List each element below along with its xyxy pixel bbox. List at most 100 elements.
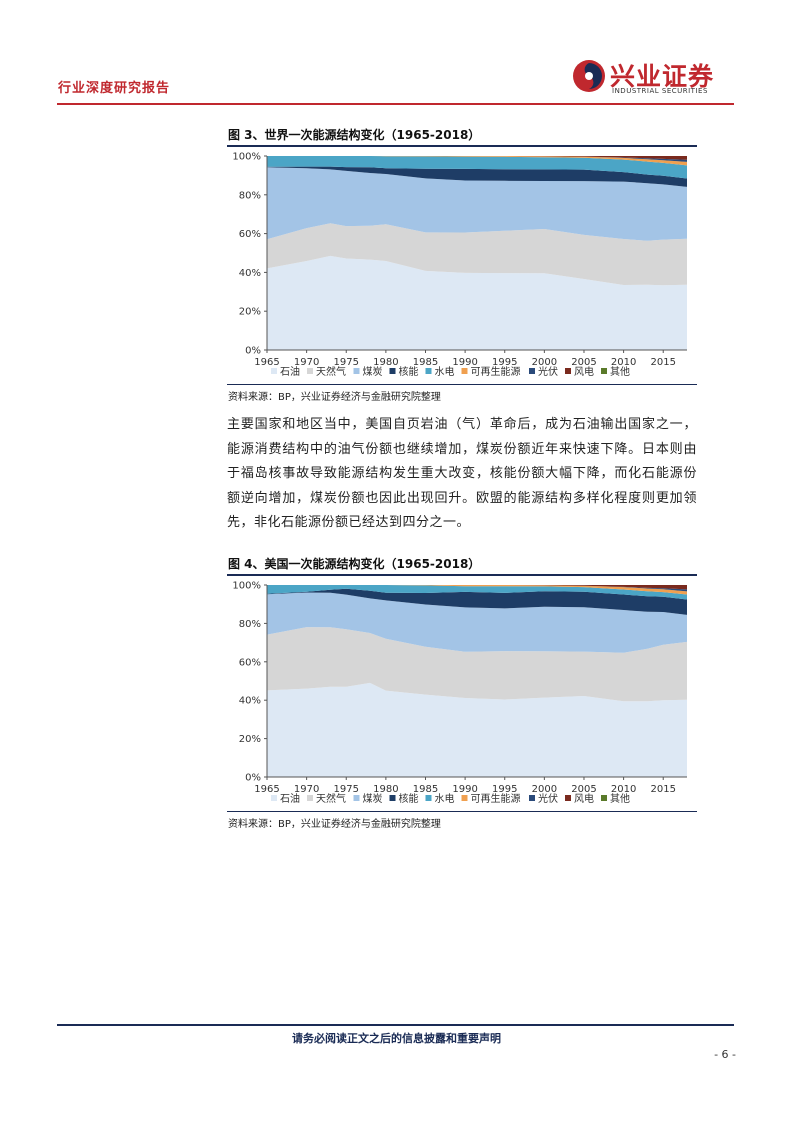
area-series-1 — [267, 223, 687, 286]
logo-emblem-icon — [573, 60, 605, 92]
legend-swatch — [389, 368, 396, 374]
figure-3-top-rule — [227, 145, 697, 147]
area-series-0 — [267, 255, 687, 350]
area-series-0 — [267, 682, 687, 777]
area-series-2 — [267, 167, 687, 241]
legend-swatch — [353, 368, 360, 374]
y-tick-label: 40% — [239, 696, 261, 707]
legend-swatch — [601, 795, 607, 801]
y-tick-label: 0% — [245, 773, 261, 784]
legend-swatch — [529, 368, 535, 374]
figure-3-chart: 0% 20% 40% 60% 80% 100% 1965 1970 1975 1980 1985 19… — [232, 152, 687, 378]
x-tick-label: 1980 — [373, 357, 398, 368]
figure-4-source: 资料来源：BP，兴业证券经济与金融研究院整理 — [228, 819, 441, 830]
legend-label: 其他 — [610, 792, 630, 805]
area-series-3 — [267, 588, 687, 615]
x-tick-label: 1990 — [452, 357, 477, 368]
y-tick-label: 0% — [245, 346, 261, 357]
x-tick-label: 1980 — [373, 784, 398, 795]
y-tick-label: 40% — [239, 268, 261, 279]
legend-swatch — [461, 795, 468, 801]
legend-swatch — [307, 368, 313, 374]
chart-legend: 石油 天然气 煤炭 核能 水电 可再生能源 光伏 风电 其他 — [271, 365, 630, 378]
legend-swatch — [307, 795, 313, 801]
x-tick-label: 2010 — [611, 784, 636, 795]
company-logo: 兴业证券 INDUSTRIAL SECURITIES — [570, 55, 740, 100]
x-tick-label: 1975 — [334, 784, 359, 795]
figure-3-bottom-rule — [227, 384, 697, 385]
legend-swatch — [565, 368, 571, 374]
legend-swatch — [565, 795, 571, 801]
body-paragraph: 主要国家和地区当中，美国自页岩油（气）革命后，成为石油输出国家之一，能源消费结构… — [227, 417, 697, 530]
x-tick-label: 1965 — [254, 784, 279, 795]
legend-label: 水电 — [435, 365, 455, 378]
area-series-2 — [267, 592, 687, 653]
x-tick-label: 1990 — [452, 784, 477, 795]
y-tick-label: 80% — [239, 190, 261, 201]
figure-3-title: 图 3、世界一次能源结构变化（1965-2018） — [228, 128, 481, 142]
x-tick-label: 1965 — [254, 357, 279, 368]
footer-disclaimer: 请务必阅读正文之后的信息披露和重要声明 — [292, 1032, 501, 1045]
legend-label: 其他 — [610, 365, 630, 378]
legend-label: 煤炭 — [363, 365, 383, 378]
legend-label: 石油 — [280, 792, 300, 805]
figure-4-chart: 0% 20% 40% 60% 80% 100% 1965 1970 1975 1980 1985 19… — [232, 581, 687, 805]
legend-label: 天然气 — [316, 365, 346, 378]
legend-label: 风电 — [574, 365, 594, 378]
area-series-4 — [267, 585, 687, 600]
chart-legend: 石油 天然气 煤炭 核能 水电 可再生能源 光伏 风电 其他 — [271, 792, 630, 805]
y-tick-label: 80% — [239, 619, 261, 630]
legend-label: 光伏 — [538, 792, 558, 805]
x-tick-label: 2005 — [571, 784, 596, 795]
legend-swatch — [271, 368, 277, 374]
x-tick-label: 1995 — [492, 784, 517, 795]
legend-label: 天然气 — [316, 792, 346, 805]
legend-label: 煤炭 — [363, 792, 383, 805]
x-tick-label: 2000 — [532, 357, 557, 368]
x-tick-label: 1985 — [413, 784, 438, 795]
area-series-4 — [267, 156, 687, 179]
legend-swatch — [271, 795, 277, 801]
legend-label: 可再生能源 — [471, 365, 521, 378]
y-tick-label: 60% — [239, 657, 261, 668]
logo-english-name: INDUSTRIAL SECURITIES — [612, 87, 708, 95]
logo-chinese-name: 兴业证券 — [610, 62, 715, 91]
x-tick-label: 2005 — [571, 357, 596, 368]
legend-label: 核能 — [399, 365, 419, 378]
area-layers — [267, 156, 687, 350]
figure-4-top-rule — [227, 574, 697, 576]
footer-divider — [57, 1024, 734, 1026]
report-section-label: 行业深度研究报告 — [58, 81, 171, 96]
legend-swatch — [389, 795, 396, 801]
area-series-1 — [267, 627, 687, 702]
legend-label: 风电 — [574, 792, 594, 805]
page-number: - 6 - — [714, 1048, 736, 1061]
area-layers — [267, 585, 687, 777]
legend-swatch — [425, 795, 432, 801]
legend-swatch — [601, 368, 607, 374]
legend-label: 光伏 — [538, 365, 558, 378]
legend-label: 石油 — [280, 365, 300, 378]
y-tick-label: 60% — [239, 229, 261, 240]
legend-swatch — [425, 368, 432, 374]
figure-3-source: 资料来源：BP，兴业证券经济与金融研究院整理 — [228, 392, 441, 403]
legend-swatch — [461, 368, 468, 374]
legend-swatch — [353, 795, 360, 801]
y-tick-label: 20% — [239, 307, 261, 318]
y-tick-label: 100% — [232, 152, 261, 163]
area-series-7 — [267, 156, 687, 160]
area-series-7 — [267, 585, 687, 590]
x-tick-label: 2010 — [611, 357, 636, 368]
area-series-3 — [267, 166, 687, 187]
figure-4-title: 图 4、美国一次能源结构变化（1965-2018） — [228, 557, 481, 571]
x-tick-label: 1970 — [294, 357, 319, 368]
y-tick-label: 20% — [239, 734, 261, 745]
legend-label: 核能 — [399, 792, 419, 805]
x-tick-label: 2000 — [532, 784, 557, 795]
legend-label: 可再生能源 — [471, 792, 521, 805]
x-tick-label: 2015 — [650, 784, 675, 795]
x-tick-label: 1995 — [492, 357, 517, 368]
x-tick-label: 1970 — [294, 784, 319, 795]
x-tick-label: 1985 — [413, 357, 438, 368]
legend-label: 水电 — [435, 792, 455, 805]
